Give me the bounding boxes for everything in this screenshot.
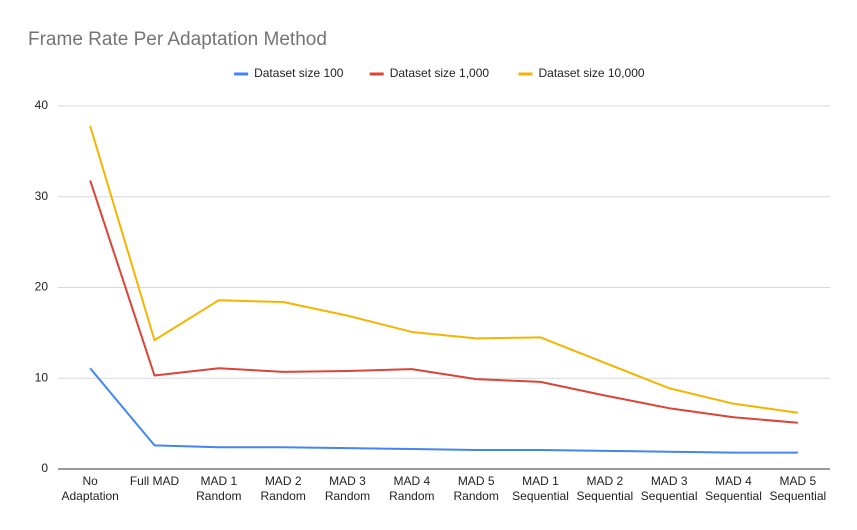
legend-label: Dataset size 100 — [254, 66, 344, 80]
chart-title: Frame Rate Per Adaptation Method — [28, 29, 327, 50]
series-line — [89, 367, 798, 454]
y-tick-label: 10 — [35, 370, 49, 384]
y-tick-label: 30 — [35, 189, 49, 203]
x-tick-label: MAD 2 Sequential — [576, 474, 633, 503]
y-tick-label: 40 — [35, 98, 49, 112]
x-tick-label: MAD 1 Random — [196, 474, 241, 503]
x-tick-label: MAD 5 Random — [453, 474, 498, 503]
x-tick-label: MAD 2 Random — [260, 474, 305, 503]
x-tick-label: No Adaptation — [61, 474, 118, 503]
legend-label: Dataset size 1,000 — [390, 66, 490, 80]
x-tick-label: MAD 1 Sequential — [512, 474, 569, 503]
y-tick-label: 0 — [41, 461, 48, 475]
legend-label: Dataset size 10,000 — [539, 66, 645, 80]
x-tick-label: MAD 4 Sequential — [705, 474, 762, 503]
y-tick-label: 20 — [35, 280, 49, 294]
x-tick-label: MAD 3 Sequential — [641, 474, 698, 503]
x-tick-label: MAD 4 Random — [389, 474, 434, 503]
series-line — [89, 180, 798, 424]
x-tick-label: Full MAD — [130, 474, 180, 488]
x-tick-label: MAD 5 Sequential — [769, 474, 826, 503]
series-line — [89, 125, 798, 414]
x-tick-label: MAD 3 Random — [325, 474, 370, 503]
